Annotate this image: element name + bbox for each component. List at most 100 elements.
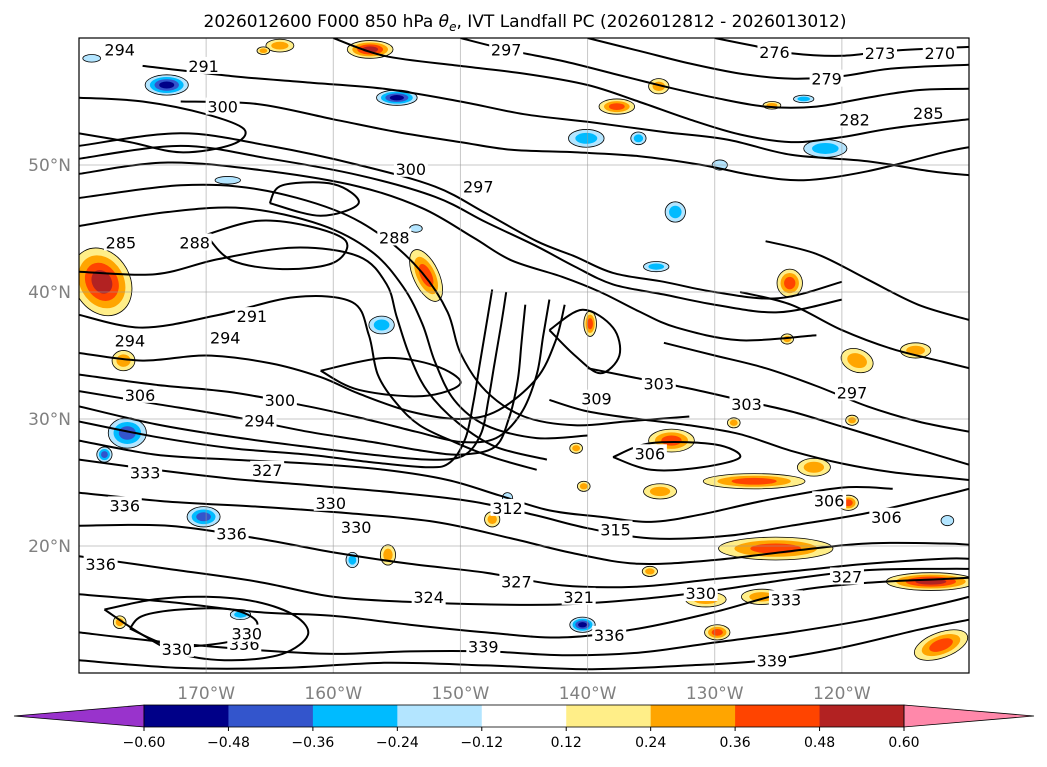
- contour-label-48: 330: [232, 625, 263, 644]
- contour-label-33: 306: [814, 491, 845, 510]
- contour-label-bg-12: [103, 233, 138, 251]
- contour-label-bg-3: [863, 44, 897, 62]
- theta-e-contour-27: [765, 240, 969, 321]
- ivt-blob-16: [704, 624, 731, 641]
- colorbar-segment-3: [312, 705, 398, 727]
- contour-label-bg-28: [313, 493, 348, 511]
- ivt-blob-33: [144, 74, 189, 96]
- contour-label-bg-38: [499, 572, 534, 590]
- ivt-level-25-1: [572, 445, 581, 452]
- contour-label-34: 306: [871, 508, 902, 527]
- theta-e-contour-38: [548, 308, 622, 375]
- contour-label-bg-48: [229, 624, 264, 642]
- contour-label-bg-25: [128, 463, 163, 481]
- ivt-blob-13: [643, 483, 677, 500]
- contour-label-46: 330: [162, 640, 193, 659]
- contour-label-layer: 294 297 276 273 270 291 279 300 285 282 300 297 285 2…: [83, 40, 957, 670]
- contour-label-bg-0: [102, 40, 137, 58]
- x-tick-label-5: 120°W: [813, 684, 871, 704]
- ivt-level-49-0: [409, 224, 423, 233]
- contour-label-bg-13: [177, 233, 212, 251]
- contour-label-5: 291: [188, 57, 219, 76]
- ivt-level-5-2: [608, 103, 625, 110]
- ivt-blob-23: [112, 615, 127, 629]
- ivt-level-52-1: [348, 555, 357, 565]
- contour-label-bg-18: [123, 385, 158, 403]
- colorbar-tick-label-1: −0.48: [207, 735, 250, 751]
- contour-label-13: 288: [179, 233, 210, 252]
- ivt-blob-34: [376, 89, 418, 106]
- contour-label-44: 339: [468, 637, 499, 656]
- contour-label-18: 306: [125, 386, 156, 405]
- ivt-level-40-1: [669, 205, 682, 219]
- ivt-level-45-0: [82, 54, 102, 63]
- ivt-level-34-3: [389, 95, 404, 101]
- theta-e-contour-22: [587, 38, 969, 80]
- ivt-level-37-3: [578, 622, 587, 628]
- ivt-level-20-2: [929, 638, 953, 652]
- ivt-blob-21: [111, 350, 136, 372]
- contour-label-25: 333: [130, 463, 161, 482]
- contour-label-3: 273: [865, 44, 896, 63]
- ivt-level-33-3: [159, 81, 175, 89]
- contour-label-45: 339: [757, 651, 788, 670]
- theta-e-contour-11: [79, 289, 494, 469]
- contour-label-10: 300: [396, 160, 427, 179]
- ivt-blob-9: [718, 536, 834, 561]
- ivt-level-21-1: [116, 354, 131, 367]
- contour-label-bg-4: [922, 44, 957, 62]
- contour-label-11: 297: [463, 178, 494, 197]
- ivt-level-2-1: [271, 41, 289, 50]
- contour-label-43: 336: [594, 626, 625, 645]
- theta-e-contour-28: [739, 291, 969, 370]
- contour-label-bg-41: [683, 583, 718, 601]
- ivt-blob-44: [368, 315, 395, 335]
- theta-e-contour-31: [549, 398, 969, 481]
- theta-e-contour-26: [79, 96, 247, 154]
- theta-e-contour-9: [79, 304, 527, 456]
- y-tick-label-2: 30°N: [28, 410, 71, 430]
- contour-label-17: 294: [115, 331, 146, 350]
- colorbar-frame: [143, 704, 905, 728]
- x-tick-label-2: 150°W: [432, 684, 490, 704]
- contour-label-37: 327: [832, 567, 863, 586]
- contour-label-41: 330: [685, 584, 716, 603]
- ivt-blob-43: [214, 176, 241, 185]
- contour-label-1: 297: [491, 40, 522, 59]
- ivt-blob-29: [256, 46, 271, 55]
- colorbar-tick-label-7: 0.36: [720, 735, 751, 751]
- ivt-blob-28: [577, 480, 591, 492]
- contour-label-bg-14: [377, 228, 412, 246]
- contour-label-bg-42: [768, 590, 803, 608]
- contour-label-12: 285: [106, 233, 137, 252]
- ivt-blob-38: [568, 129, 605, 148]
- y-tick-label-0: 50°N: [28, 156, 71, 176]
- ivt-level-44-1: [373, 319, 390, 331]
- contour-label-bg-19: [262, 390, 297, 408]
- ivt-level-15-1: [749, 592, 775, 602]
- ivt-blob-49: [409, 224, 423, 233]
- theta-e-contour-4: [79, 206, 588, 440]
- contour-label-bg-34: [869, 507, 904, 525]
- contour-label-bg-16: [208, 328, 243, 346]
- contour-label-8: 285: [913, 104, 944, 123]
- contour-label-bg-36: [83, 554, 118, 572]
- ivt-level-12-2: [587, 318, 593, 330]
- contour-label-15: 291: [237, 307, 268, 326]
- x-tick-label-1: 160°W: [304, 684, 362, 704]
- colorbar-tick-label-0: −0.60: [123, 735, 166, 751]
- theta-e-contour-20: [332, 38, 969, 144]
- x-tick-label-3: 140°W: [559, 684, 617, 704]
- colorbar-segment-7: [650, 705, 736, 727]
- ivt-blob-35: [107, 417, 147, 449]
- colorbar-segment-5: [481, 705, 567, 727]
- ivt-blob-20: [913, 629, 969, 661]
- contour-label-bg-10: [393, 159, 428, 177]
- contour-label-bg-30: [107, 496, 142, 514]
- contour-label-bg-11: [461, 177, 496, 195]
- contour-label-27: 306: [635, 444, 666, 463]
- ivt-blob-46: [643, 261, 670, 273]
- ivt-level-48-2: [101, 451, 108, 458]
- contour-label-40: 321: [563, 588, 594, 607]
